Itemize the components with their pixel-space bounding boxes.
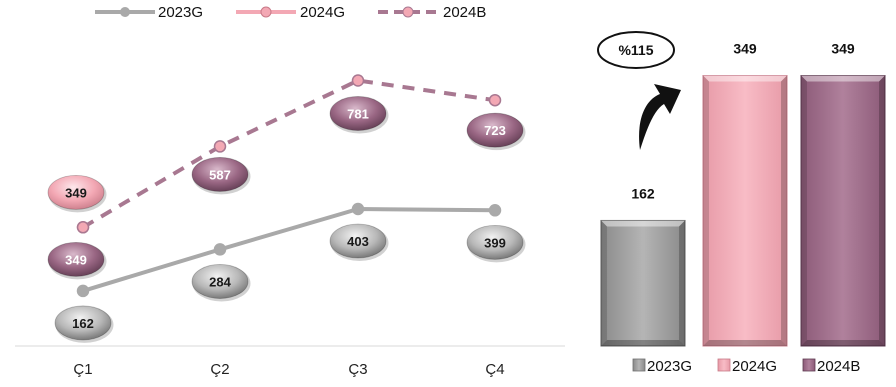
series-line-2023g bbox=[82, 206, 496, 293]
bar-bevel-right bbox=[679, 220, 685, 346]
data-label-bubble bbox=[54, 305, 112, 341]
legend-item-2024G: 2024G bbox=[236, 4, 345, 21]
line-chart: Ç1 Ç2 Ç3 Ç4 162 284 403 399 349 349 587 781 723 bbox=[15, 74, 565, 378]
data-label-text: 284 bbox=[209, 274, 231, 289]
data-label-text: 399 bbox=[484, 235, 506, 250]
bar-legend-label-2024G: 2024G bbox=[732, 358, 777, 375]
bar-legend-swatch-2024G bbox=[717, 358, 731, 372]
data-label-text: 162 bbox=[72, 316, 94, 331]
bar-bevel-top bbox=[801, 75, 885, 82]
bar-bevel-left bbox=[801, 75, 807, 347]
data-label-2024b-1: 349 bbox=[47, 241, 107, 280]
line-chart-legend: 2023G 2024G 2024B bbox=[95, 4, 486, 21]
legend-label-2024G: 2024G bbox=[300, 4, 345, 21]
bar-legend-label-2024B: 2024B bbox=[817, 358, 860, 375]
bar-value-label-2024b: 349 bbox=[831, 41, 855, 57]
legend-item-2024B: 2024B bbox=[378, 4, 486, 21]
data-label-bubble bbox=[329, 223, 387, 259]
growth-arrow-icon bbox=[639, 84, 681, 150]
x-tick-3: Ç3 bbox=[348, 361, 367, 378]
data-label-2023g-1: 162 bbox=[54, 305, 114, 343]
bar-2023g bbox=[600, 219, 686, 347]
data-label-bubble bbox=[47, 174, 105, 210]
growth-callout: %115 bbox=[597, 31, 681, 150]
bar-body-2023g bbox=[600, 219, 686, 347]
x-tick-4: Ç4 bbox=[485, 361, 504, 378]
bar-legend-swatch-2024B bbox=[802, 358, 816, 372]
growth-badge-text: %115 bbox=[618, 42, 653, 58]
series-point-2024b-2 bbox=[213, 140, 227, 153]
bar-chart-bars bbox=[600, 75, 886, 347]
data-label-text: 349 bbox=[65, 252, 87, 267]
bar-legend-item-2023G: 2023G bbox=[632, 358, 692, 375]
legend-label-2023G: 2023G bbox=[158, 4, 203, 21]
data-label-2024b-2: 587 bbox=[191, 157, 251, 195]
bar-2024g bbox=[702, 75, 788, 347]
data-label-2023g-4: 399 bbox=[466, 224, 526, 263]
line-chart-x-ticks: Ç1 Ç2 Ç3 Ç4 bbox=[73, 361, 504, 378]
data-label-bubble bbox=[329, 96, 387, 131]
data-label-2023g-3: 403 bbox=[329, 223, 389, 261]
bar-bevel-bottom bbox=[801, 340, 885, 346]
line-chart-data-labels: 162 284 403 399 349 349 587 781 723 bbox=[47, 96, 526, 343]
series-point-2023g-3 bbox=[351, 202, 365, 216]
bar-legend-item-2024G: 2024G bbox=[717, 358, 777, 375]
x-tick-2: Ç2 bbox=[210, 361, 229, 378]
legend-marker-2024G bbox=[260, 6, 272, 18]
data-label-2024g-1: 349 bbox=[47, 174, 107, 213]
data-label-text: 349 bbox=[65, 185, 87, 200]
bar-bevel-top bbox=[601, 220, 685, 227]
x-tick-1: Ç1 bbox=[73, 361, 92, 378]
data-label-bubble bbox=[191, 157, 249, 192]
bar-value-label-2024g: 349 bbox=[733, 41, 757, 57]
series-point-2024b-1 bbox=[76, 221, 90, 234]
bar-body-2024g bbox=[702, 75, 788, 347]
bar-chart-data-labels: 162 349 349 bbox=[631, 41, 855, 202]
data-label-text: 781 bbox=[347, 106, 369, 121]
bar-legend-item-2024B: 2024B bbox=[802, 358, 860, 375]
series-point-2024b-4 bbox=[488, 93, 502, 107]
series-point-2023g-1 bbox=[76, 284, 90, 298]
data-label-text: 403 bbox=[347, 234, 369, 249]
legend-label-2024B: 2024B bbox=[443, 4, 486, 21]
bar-bevel-bottom bbox=[703, 340, 787, 346]
data-label-2024b-3: 781 bbox=[329, 96, 389, 134]
series-line-2024b bbox=[81, 78, 496, 230]
bar-bevel-right bbox=[781, 75, 787, 347]
bar-bevel-bottom bbox=[601, 340, 685, 346]
bar-bevel-left bbox=[703, 75, 709, 347]
bar-bevel-left bbox=[601, 220, 607, 346]
data-label-bubble bbox=[191, 264, 249, 299]
line-chart-series bbox=[76, 74, 502, 298]
growth-badge bbox=[597, 31, 675, 69]
data-label-bubble bbox=[47, 241, 105, 277]
data-label-bubble bbox=[466, 112, 524, 148]
legend-item-2023G: 2023G bbox=[95, 4, 203, 21]
data-label-2024b-4: 723 bbox=[466, 112, 526, 151]
bar-chart: 162 349 349 bbox=[600, 41, 886, 347]
bar-body-2024b bbox=[800, 75, 886, 347]
bar-bevel-top bbox=[703, 75, 787, 82]
series-point-2023g-4 bbox=[488, 204, 502, 217]
data-label-bubble bbox=[466, 224, 524, 260]
bar-2024b bbox=[800, 75, 886, 347]
data-label-text: 587 bbox=[209, 167, 231, 182]
series-point-2024b-3 bbox=[351, 74, 365, 87]
bar-value-label-2023g: 162 bbox=[631, 185, 655, 201]
bar-bevel-right bbox=[879, 75, 885, 347]
legend-marker-2023G bbox=[120, 7, 130, 17]
bar-chart-legend: 2023G 2024G 2024B bbox=[632, 358, 860, 375]
data-label-2023g-2: 284 bbox=[191, 264, 251, 302]
bar-legend-label-2023G: 2023G bbox=[647, 358, 692, 375]
legend-marker-2024B bbox=[402, 6, 414, 18]
bar-legend-swatch-2023G bbox=[632, 358, 646, 372]
data-label-text: 723 bbox=[484, 123, 506, 138]
series-point-2023g-2 bbox=[213, 243, 227, 256]
